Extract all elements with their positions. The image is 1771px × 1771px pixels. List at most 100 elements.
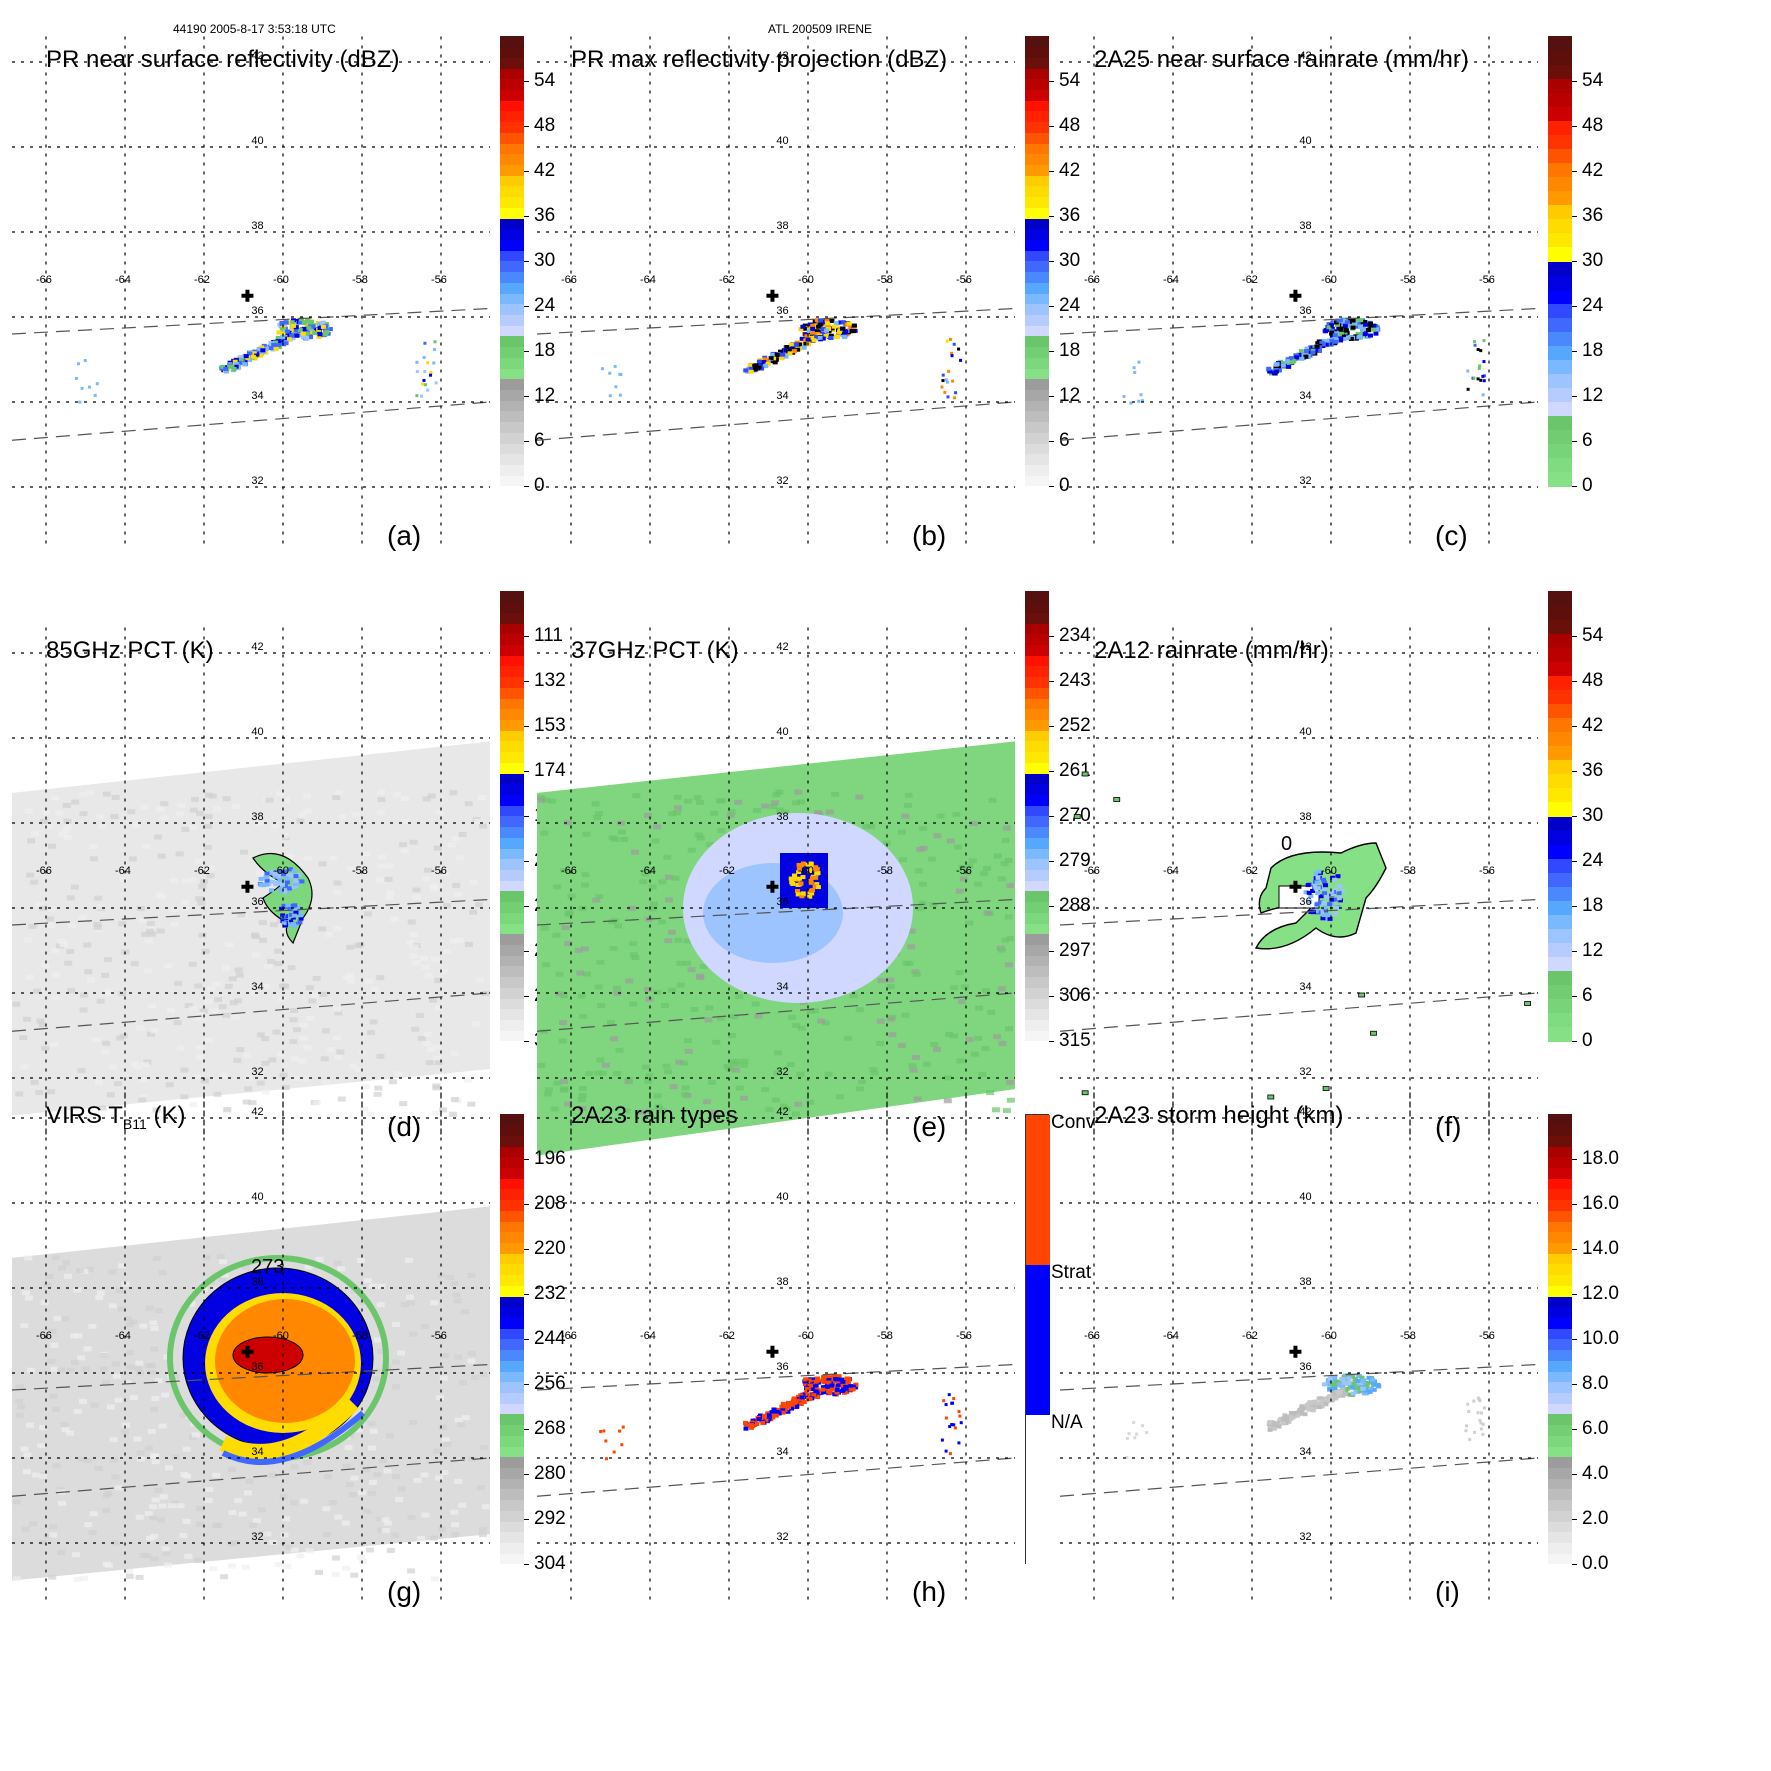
colorbar-segment — [1025, 601, 1049, 613]
data-cell — [795, 347, 801, 352]
colorbar-segment — [500, 1156, 524, 1169]
colorbar-segment — [500, 741, 524, 753]
data-cell — [807, 322, 813, 327]
lon-tick-label: -64 — [115, 1330, 131, 1342]
pixel-cell — [321, 1028, 330, 1034]
colorbar-segment — [1548, 1510, 1572, 1522]
colorbar-segment — [500, 1371, 524, 1383]
data-cell — [1127, 1432, 1131, 1436]
data-cell — [618, 372, 622, 376]
pixel-cell — [794, 789, 803, 795]
colorbar-segment — [1025, 411, 1049, 423]
data-cell — [1312, 883, 1318, 888]
pixel-cell — [434, 1060, 443, 1066]
pixel-cell — [930, 1042, 939, 1048]
pixel-cell — [363, 1277, 372, 1283]
colorbar-segment — [1548, 176, 1572, 192]
pixel-cell — [391, 1321, 400, 1327]
pixel-cell — [260, 1259, 269, 1265]
data-cell — [242, 362, 248, 367]
pixel-cell — [118, 921, 127, 927]
pixel-cell — [982, 988, 991, 994]
pixel-cell — [176, 1045, 185, 1051]
pixel-cell — [782, 1106, 791, 1112]
colorbar-segment — [1548, 1285, 1572, 1297]
colorbar-segment — [1548, 886, 1572, 901]
colorbar-segment — [1548, 914, 1572, 929]
pixel-cell — [287, 965, 296, 971]
colorbar-segment — [500, 998, 524, 1010]
data-cell — [1342, 1392, 1348, 1397]
pixel-cell — [187, 1301, 196, 1307]
colorbar-segment — [1025, 186, 1049, 198]
pixel-cell — [40, 818, 49, 824]
pixel-cell — [331, 1571, 340, 1577]
pixel-cell — [591, 801, 600, 807]
colorbar-segment — [1025, 143, 1049, 155]
pixel-cell — [409, 1420, 418, 1426]
pixel-cell — [96, 1290, 105, 1296]
pixel-cell — [64, 1273, 73, 1279]
colorbar-segment — [1026, 1265, 1050, 1415]
pixel-cell — [111, 1361, 120, 1367]
pixel-cell — [648, 906, 657, 912]
pixel-cell — [435, 1475, 444, 1481]
pixel-cell — [144, 1445, 153, 1451]
pixel-cell — [849, 993, 858, 999]
data-cell — [1338, 1383, 1344, 1388]
colorbar-tick-mark — [1049, 816, 1054, 817]
data-cell — [787, 351, 793, 356]
colorbar-segment — [1548, 232, 1572, 248]
pixel-cell — [345, 1481, 354, 1487]
pixel-cell — [717, 828, 726, 834]
pixel-cell — [696, 975, 705, 981]
pixel-cell — [653, 824, 662, 830]
data-cell — [1476, 1411, 1480, 1415]
pixel-cell — [290, 1056, 299, 1062]
data-cell — [297, 920, 303, 925]
pixel-cell — [180, 1094, 189, 1100]
data-cell — [1322, 905, 1328, 910]
data-cell — [845, 1381, 851, 1386]
data-cell — [1327, 1394, 1333, 1399]
lat-tick-label: 42 — [776, 50, 788, 62]
colorbar-tick-label: 48 — [534, 115, 556, 136]
data-cell — [1314, 344, 1320, 349]
data-cell — [1132, 366, 1136, 370]
pixel-cell — [151, 1396, 160, 1402]
pixel-cell — [904, 802, 913, 808]
data-cell — [1350, 318, 1356, 323]
pixel-cell — [630, 849, 639, 855]
pixel-cell — [553, 1080, 562, 1086]
data-cell — [289, 333, 295, 338]
colorbar-segment — [1025, 271, 1049, 283]
colorbar-segment — [500, 805, 524, 817]
data-cell — [1329, 889, 1335, 894]
colorbar-segment — [1025, 239, 1049, 251]
data-cell — [1334, 905, 1340, 910]
pixel-cell — [269, 1539, 278, 1545]
pixel-cell — [222, 796, 231, 802]
colorbar-tick-label: 48 — [1582, 115, 1604, 136]
pixel-cell — [227, 1466, 236, 1472]
pixel-cell — [156, 928, 165, 934]
colorbar-tick-label: 12.0 — [1582, 1283, 1619, 1304]
pixel-cell — [42, 809, 51, 815]
pixel-cell — [189, 1102, 198, 1108]
pixel-cell — [663, 854, 672, 860]
data-cell — [832, 1374, 838, 1379]
data-cell — [1290, 360, 1296, 365]
lon-tick-label: -60 — [798, 865, 814, 877]
data-cell — [826, 1380, 832, 1385]
lat-tick-label: 36 — [251, 1361, 263, 1373]
data-cell — [810, 329, 816, 334]
data-cell — [953, 1426, 957, 1430]
colorbar-segment — [1025, 111, 1049, 123]
pixel-cell — [125, 1322, 134, 1328]
pixel-cell — [98, 823, 107, 829]
pixel-cell — [413, 1477, 422, 1483]
pixel-cell — [683, 938, 692, 944]
data-cell — [285, 888, 291, 893]
lon-tick-label: -62 — [194, 274, 210, 286]
